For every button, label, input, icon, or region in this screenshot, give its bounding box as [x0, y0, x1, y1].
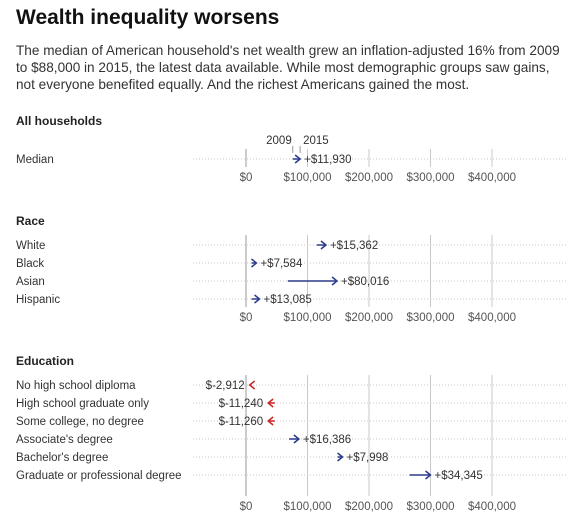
row-label: High school graduate only	[16, 398, 149, 410]
x-tick-label: $300,000	[407, 172, 455, 184]
row-label: Graduate or professional degree	[16, 470, 182, 482]
change-label: +$7,998	[347, 452, 389, 464]
change-label: +$34,345	[435, 470, 483, 482]
x-tick-label: $100,000	[284, 172, 332, 184]
change-label: +$13,085	[264, 294, 312, 306]
row-label: Median	[16, 154, 54, 166]
arrow-head	[250, 258, 258, 268]
row-label: Black	[16, 258, 44, 270]
arrow-head	[294, 154, 302, 164]
x-tick-label: $100,000	[284, 312, 332, 324]
arrow-head	[331, 276, 339, 286]
row-label: Bachelor's degree	[16, 452, 108, 464]
legend-start-label: 2009	[266, 135, 292, 147]
arrow-head	[254, 294, 261, 304]
x-tick-label: $300,000	[407, 501, 455, 513]
x-tick-label: $0	[240, 172, 253, 184]
arrow-head	[337, 452, 344, 462]
row-label: Hispanic	[16, 294, 60, 306]
x-tick-label: $400,000	[468, 172, 516, 184]
chart-title: Wealth inequality worsens	[16, 6, 280, 29]
change-label: $-11,260	[219, 416, 264, 428]
row-label: Some college, no degree	[16, 416, 144, 428]
x-tick-label: $400,000	[468, 312, 516, 324]
x-tick-label: $400,000	[468, 501, 516, 513]
row-label: Asian	[16, 276, 45, 288]
group-heading: Education	[16, 354, 74, 368]
arrow-head	[248, 380, 256, 390]
x-tick-label: $300,000	[407, 312, 455, 324]
x-tick-label: $0	[240, 501, 253, 513]
change-label: +$7,584	[260, 258, 302, 270]
group-heading: Race	[16, 214, 45, 228]
change-label: $-2,912	[206, 380, 245, 392]
legend-end-label: 2015	[303, 135, 329, 147]
arrow-head	[320, 240, 328, 250]
arrow-head	[293, 434, 301, 444]
chart-subtitle: The median of American household's net w…	[16, 43, 560, 92]
change-label: $-11,240	[219, 398, 264, 410]
x-tick-label: $100,000	[284, 501, 332, 513]
x-tick-label: $200,000	[345, 312, 393, 324]
row-label: White	[16, 240, 45, 252]
row-label: No high school diploma	[16, 380, 136, 392]
x-tick-label: $200,000	[345, 501, 393, 513]
change-label: +$80,016	[341, 276, 389, 288]
arrow-head	[266, 398, 274, 408]
change-label: +$15,362	[330, 240, 378, 252]
group-heading: All households	[16, 114, 102, 128]
arrow-head	[425, 470, 432, 480]
change-label: +$16,386	[303, 434, 351, 446]
x-tick-label: $200,000	[345, 172, 393, 184]
row-label: Associate's degree	[16, 434, 113, 446]
change-label: +$11,930	[304, 154, 351, 166]
arrow-head	[266, 416, 274, 426]
x-tick-label: $0	[240, 312, 253, 324]
